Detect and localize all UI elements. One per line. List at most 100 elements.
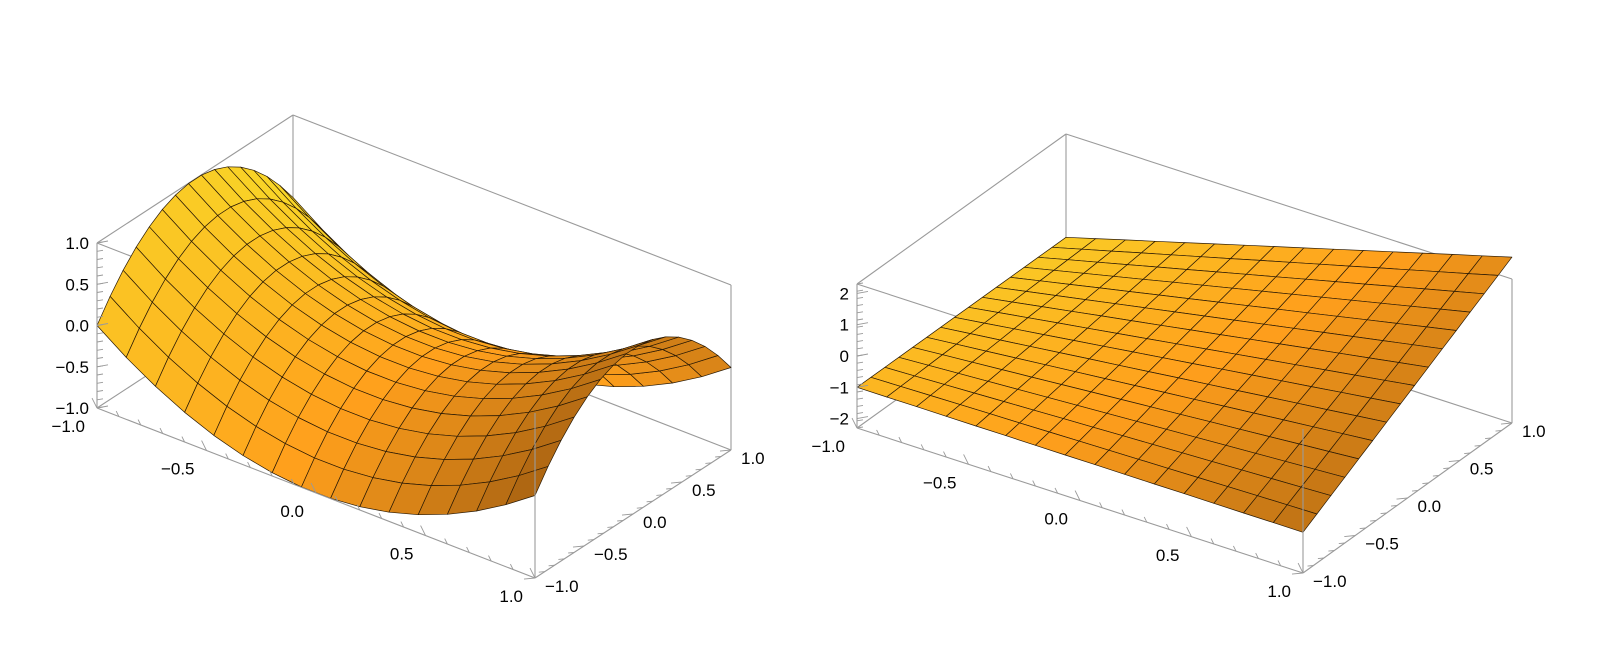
tick-labels: −1.0 −0.5 0.0 0.5 1.0 −1.0 −0.5 0.0 0.5 1.0 1.0 0.5… [51,234,764,606]
z-major-tick [856,322,869,326]
y-tick-label: 1.0 [741,449,765,468]
y-tick [1317,557,1324,560]
y-tick [617,519,624,522]
z-tick [856,282,864,285]
z-tick [856,383,864,386]
x-tick [1032,480,1036,487]
x-tick [1009,473,1014,480]
y-tick-label: −1.0 [545,577,579,596]
z-tick [96,390,104,392]
z-tick-label: 0 [840,347,849,366]
x-tick [1297,562,1304,574]
z-tick [856,368,864,371]
x-tick [159,427,164,434]
x-tick-label: −0.5 [923,473,957,492]
z-tick [856,376,864,379]
z-tick [856,311,864,314]
y-tick [705,462,712,464]
z-tick [856,361,864,364]
y-tick [1432,475,1439,477]
x-tick [466,546,470,553]
z-tick [856,296,864,299]
bilinear-surface-svg: −1.0 −0.5 0.0 0.5 1.0 −1.0 −0.5 0.0 0.5 1.0 2 1 0 −1 −… [811,133,1546,601]
x-tick [1099,502,1103,509]
z-tick [856,412,864,415]
y-tick [1291,572,1304,575]
z-tick [96,291,104,293]
x-tick [529,567,536,579]
y-tick [558,558,565,560]
y-tick [1344,535,1356,538]
y-tick [1474,445,1481,447]
x-tick [225,453,229,460]
z-tick [856,404,864,407]
z-tick [856,390,864,393]
x-tick [269,470,273,477]
y-tick [1485,437,1492,440]
z-major-tick [96,240,109,244]
y-tick [670,481,683,484]
tick-labels: −1.0 −0.5 0.0 0.5 1.0 −1.0 −0.5 0.0 0.5 1.0 2 1 0 −1 −… [811,284,1545,601]
x-tick [334,495,339,502]
z-major-tick [96,281,109,285]
z-major-tick [856,290,869,294]
x-tick [181,436,186,443]
x-tick [1054,487,1059,494]
z-tick [856,304,864,307]
z-tick [96,299,104,302]
x-tick [310,482,317,494]
y-tick [1338,542,1345,545]
x-tick [1186,526,1192,537]
x-tick-label: 0.5 [390,545,414,564]
x-tick [898,436,903,443]
z-tick [856,325,864,328]
x-tick [943,451,947,458]
axis-ticks [91,240,732,580]
y-tick [646,500,653,503]
x-tick-label: 0.5 [1156,546,1180,565]
x-tick [920,444,925,451]
x-tick [91,397,98,409]
z-tick [856,332,864,335]
box-edge [292,114,732,286]
x-tick [1255,552,1259,559]
z-tick [856,426,864,429]
y-tick [1411,490,1419,492]
y-tick [715,455,722,458]
z-tick [856,289,864,292]
z-major-tick [856,353,869,357]
x-tick [115,410,120,417]
x-tick [851,417,858,429]
z-tick-label: −1.0 [55,399,89,418]
x-tick [1277,560,1282,567]
z-major-tick [856,384,869,388]
y-tick [572,545,585,548]
y-tick [1359,527,1366,530]
y-tick [597,532,604,535]
y-tick [548,564,555,567]
y-tick [1370,520,1377,522]
z-tick [856,318,864,321]
y-tick [607,526,614,528]
z-tick-label: 2 [840,284,849,303]
y-tick [695,468,702,471]
x-tick [1210,538,1215,545]
z-tick [96,249,104,252]
y-tick-label: 0.0 [1418,497,1442,516]
y-tick [1328,550,1335,552]
surface-patch [505,466,549,506]
y-tick-label: −1.0 [1313,572,1347,591]
z-tick-label: 0.5 [65,275,89,294]
y-tick [1390,505,1398,507]
surface-mesh [96,166,732,516]
y-tick [1464,452,1471,455]
z-tick [96,307,104,310]
z-major-tick [96,364,109,368]
y-tick [1448,460,1460,463]
surface-mesh [856,236,1513,533]
y-tick [1495,430,1502,432]
z-tick [96,258,104,260]
y-tick [1307,565,1314,567]
z-tick-label: −1 [830,378,849,397]
z-tick [96,315,104,318]
